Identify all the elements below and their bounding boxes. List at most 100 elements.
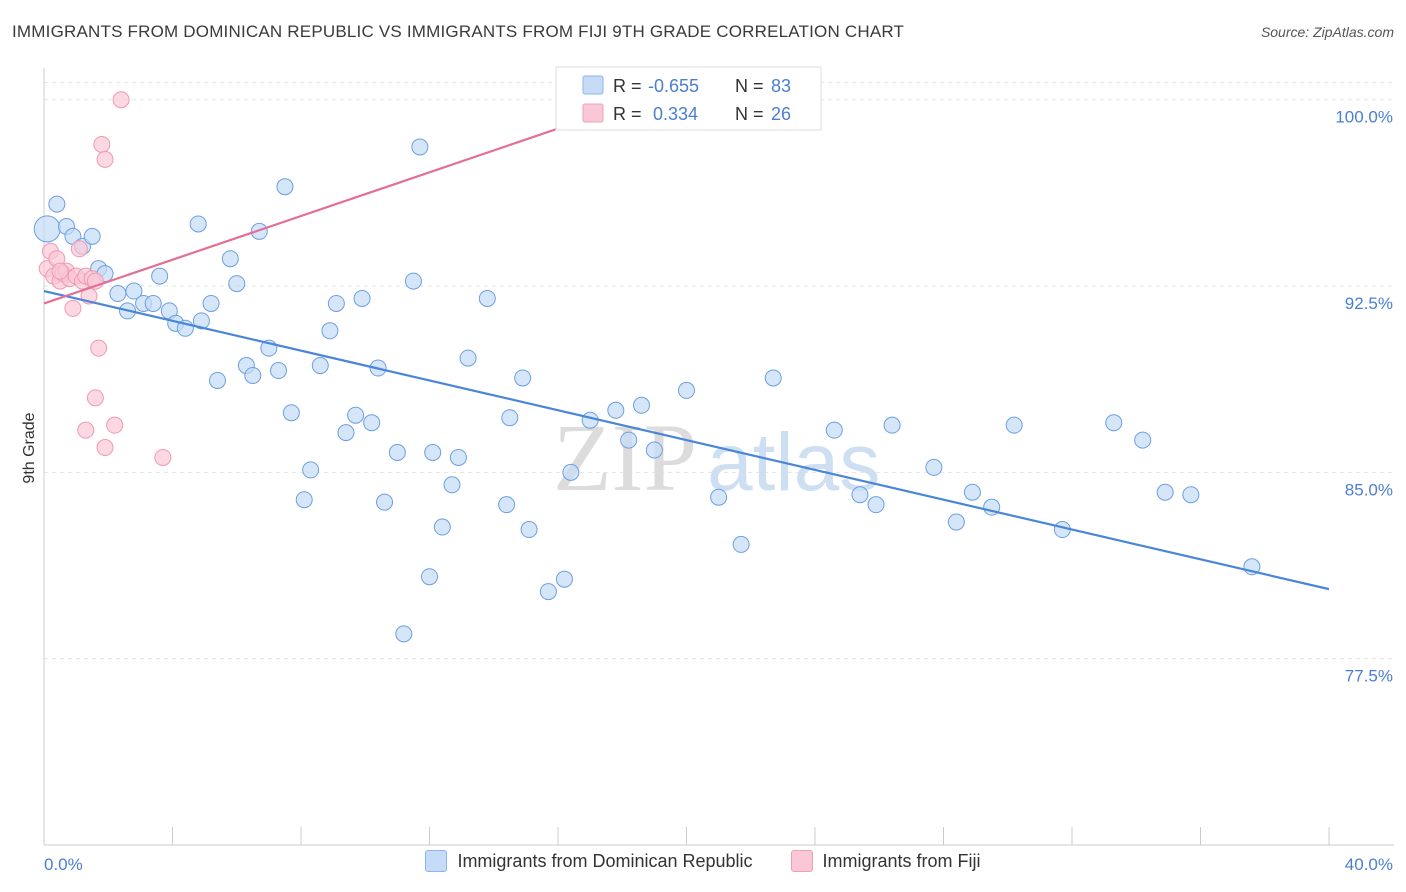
legend-swatch-pink [582,103,604,123]
data-point-blue [620,431,638,449]
x-tick-label: 40.0% [1345,855,1393,874]
data-point-blue [867,496,885,514]
legend-n-value: 26 [771,104,791,124]
data-point-blue [1005,416,1023,434]
watermark-atlas: atlas [707,417,880,508]
data-point-blue [109,285,127,303]
data-point-blue [228,275,246,293]
data-point-pink [154,448,172,466]
data-point-blue [282,404,300,422]
data-point-blue [514,369,532,387]
data-point-pink [86,389,104,407]
legend-r-value: 0.334 [648,104,698,124]
data-point-blue [633,396,651,414]
data-point-blue [478,289,496,307]
data-point-blue [645,441,663,459]
data-point-blue [963,483,981,501]
data-point-pink [106,416,124,434]
data-point-blue [501,409,519,427]
data-point-blue [353,289,371,307]
trend-line-blue [43,289,1330,591]
data-point-pink [90,339,108,357]
data-point-blue [1182,486,1200,504]
data-point-pink [93,135,111,153]
legend-n-label: N = [735,76,764,96]
data-point-blue [710,488,728,506]
data-point-blue [424,444,442,461]
data-point-blue [221,250,239,268]
data-point-blue [925,458,943,476]
y-tick-label: 85.0% [1345,480,1393,499]
trend-lines [43,83,1330,591]
axes [43,68,1394,846]
data-point-pink [77,421,95,439]
data-point-blue [202,294,220,312]
data-point-blue [321,322,339,340]
data-point-blue [311,357,329,375]
legend-n-label: N = [735,104,764,124]
legend-r-label: R = [613,104,642,124]
data-point-blue [555,570,573,588]
data-point-blue [851,486,869,504]
data-point-blue [250,222,268,240]
data-point-blue [192,312,210,330]
legend-label: Immigrants from Dominican Republic [457,850,753,871]
data-point-pink [64,299,82,317]
data-point-blue [270,362,288,380]
data-point-blue [144,294,162,312]
data-point-blue [433,518,451,536]
data-point-blue [208,371,226,389]
chart-title: IMMIGRANTS FROM DOMINICAN REPUBLIC VS IM… [12,22,905,41]
data-point-blue [376,493,394,511]
data-point-blue [607,401,625,419]
data-point-blue [276,178,294,196]
data-point-blue [388,444,406,461]
data-point-blue [443,476,461,494]
watermark: ZIP atlas [553,404,880,511]
data-point-blue [83,227,101,245]
watermark-zip: ZIP [553,404,697,511]
data-point-blue [581,411,599,429]
tick-labels: 77.5% 85.0% 92.5% 100.0% 0.0% 40.0% [44,108,1393,874]
data-point-blue [947,513,965,531]
legend-r-value: -0.655 [648,76,699,96]
data-point-blue [404,272,422,290]
data-point-blue [421,568,438,586]
legend-swatch-blue [582,75,604,95]
y-tick-label: 77.5% [1345,667,1393,686]
data-point-blue [337,424,355,442]
data-point-blue [363,414,381,432]
data-point-blue [125,282,143,300]
data-point-blue [295,491,313,509]
y-tick-label: 100.0% [1335,108,1393,127]
legend-r-label: R = [613,76,642,96]
data-point-blue [327,294,345,312]
source-label: Source: ZipAtlas.com [1260,24,1394,40]
data-point-blue [825,421,843,439]
legend-n-value: 83 [771,76,791,96]
data-point-blue [395,625,413,643]
y-axis-label: 9th Grade [21,412,38,483]
data-point-blue [411,138,429,156]
data-point-blue [189,215,207,233]
data-point-blue [764,369,782,387]
x-tick-label: 0.0% [44,855,83,874]
legend-item-dominican: Immigrants from Dominican Republic [425,850,753,872]
data-point-blue [1156,483,1174,501]
data-point-blue [48,195,66,213]
data-point-blue [347,406,365,424]
data-point-blue [151,267,169,285]
legend-swatch-pink [790,850,813,872]
data-point-blue [678,381,695,399]
data-point-blue [732,535,750,553]
data-point-blue [33,215,61,243]
legend-swatch-blue [425,850,448,872]
data-point-blue [883,416,901,434]
data-point-pink [112,91,130,109]
data-point-blue [562,463,580,481]
data-point-blue [539,583,557,601]
series-legend: Immigrants from Dominican Republic Immig… [0,850,1406,872]
data-point-blue [520,521,538,539]
data-point-blue [449,448,467,466]
